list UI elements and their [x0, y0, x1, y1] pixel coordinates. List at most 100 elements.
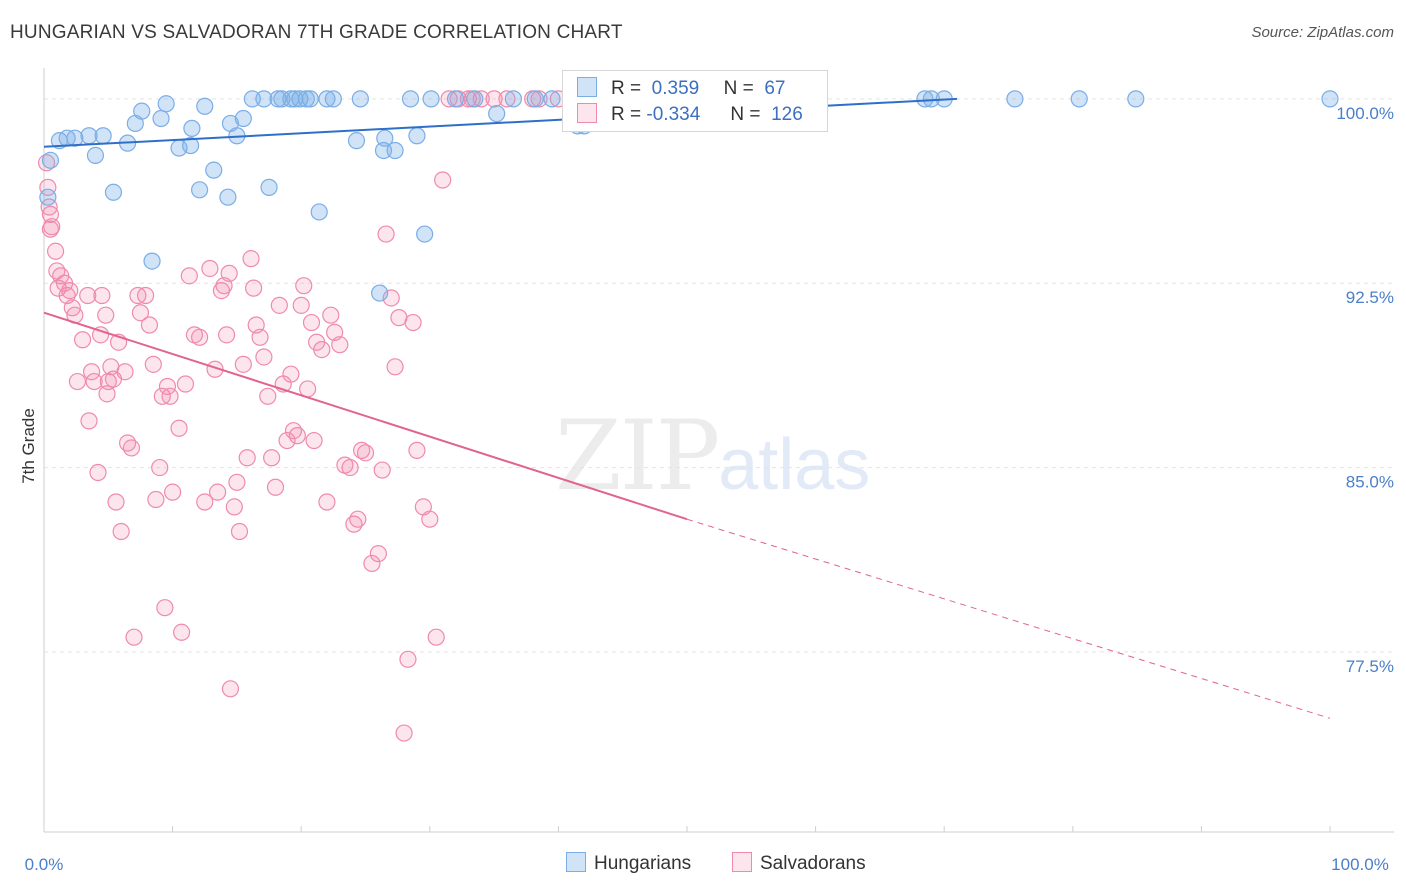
hungarians-point: [351, 90, 369, 108]
salvadorans-point: [363, 554, 381, 573]
salvadorans-point: [459, 90, 477, 108]
salvadorans-point: [79, 286, 97, 305]
hungarians-point: [301, 90, 319, 108]
salvadorans-swatch: [577, 103, 597, 123]
salvadorans-point: [295, 277, 313, 295]
legend-label-salvadorans: Salvadorans: [760, 853, 866, 874]
hungarians-point: [376, 129, 394, 147]
salvadorans-point: [399, 650, 417, 668]
legend-item-hungarians[interactable]: Hungarians: [566, 852, 691, 875]
salvadorans-point: [191, 328, 209, 346]
salvadorans-point: [440, 90, 458, 108]
hungarians-r-value: 0.359: [651, 78, 700, 99]
salvadorans-point: [369, 545, 387, 563]
hungarians-point: [1006, 90, 1024, 108]
hungarians-point: [183, 119, 201, 137]
salvadorans-point: [386, 358, 404, 376]
salvadorans-point: [408, 441, 426, 459]
y-tick-label: 100.0%: [1336, 104, 1394, 123]
salvadorans-point: [209, 483, 227, 501]
hungarians-point: [94, 127, 112, 145]
salvadorans-point: [151, 458, 169, 477]
salvadorans-point: [255, 348, 273, 366]
hungarians-point: [318, 90, 336, 108]
salvadorans-point: [313, 340, 331, 359]
salvadorans-point: [377, 225, 395, 243]
salvadorans-point: [131, 304, 150, 322]
salvadorans-point: [220, 264, 238, 282]
salvadorans-point: [221, 680, 240, 698]
salvadorans-point: [263, 449, 281, 467]
salvadorans-point: [43, 218, 61, 236]
salvadorans-point: [218, 326, 236, 344]
hungarians-point: [422, 90, 440, 108]
hungarians-point: [273, 90, 291, 108]
salvadorans-point: [93, 286, 111, 305]
salvadorans-point: [68, 372, 87, 391]
y-axis-label: 7th Grade: [19, 408, 38, 484]
salvadorans-point: [302, 313, 321, 332]
hungarians-point: [408, 127, 426, 145]
hungarians-point: [401, 90, 420, 108]
legend-item-salvadorans[interactable]: Salvadorans: [732, 852, 866, 875]
hungarians-point: [66, 129, 84, 147]
salvadorans-point: [85, 372, 103, 391]
hungarians-point: [324, 90, 342, 108]
salvadorans-point: [356, 444, 375, 462]
salvadorans-point: [136, 286, 155, 305]
hungarians-point: [310, 203, 328, 221]
salvadorans-point: [242, 250, 260, 268]
hungarians-point: [269, 90, 287, 108]
legend-r-label: R =: [611, 78, 642, 99]
hungarians-point: [386, 141, 404, 160]
salvadorans-point: [107, 493, 125, 511]
salvadorans-point: [98, 385, 116, 403]
hungarians-point: [916, 90, 934, 108]
hungarians-point: [41, 151, 60, 169]
hungarians-point: [205, 161, 223, 179]
y-tick-label: 85.0%: [1346, 473, 1394, 492]
salvadorans-point: [259, 387, 277, 405]
salvadorans-point: [282, 365, 300, 383]
hungarians-point: [526, 90, 544, 108]
tick-labels: 77.5% 85.0% 92.5% 100.0% 0.0% 100.0% 7th Grade: [19, 104, 1394, 874]
salvadorans-point: [196, 493, 214, 511]
x-tick-label: 100.0%: [1331, 855, 1389, 874]
salvadorans-point: [292, 296, 310, 314]
salvadorans-points: [37, 90, 606, 742]
y-tick-label: 92.5%: [1346, 288, 1394, 307]
salvadorans-point: [80, 412, 98, 430]
hungarians-point: [371, 284, 389, 302]
legend-row-salvadorans: R = -0.334 N = 126: [577, 103, 803, 127]
salvadorans-point: [112, 522, 130, 541]
series-legend: Hungarians Salvadorans: [0, 852, 1406, 878]
hungarians-point: [446, 90, 465, 108]
hungarians-point: [104, 183, 123, 201]
hungarians-point: [86, 146, 105, 165]
salvadorans-point: [251, 328, 269, 346]
salvadorans-point: [91, 326, 110, 344]
legend-label-hungarians: Hungarians: [594, 853, 692, 874]
source-label: Source: ZipAtlas.com: [1251, 24, 1394, 41]
salvadorans-point: [305, 431, 323, 450]
salvadorans-point: [485, 90, 503, 108]
hungarians-n-value: 67: [764, 78, 786, 99]
salvadorans-point: [144, 355, 162, 373]
salvadorans-point: [266, 478, 285, 496]
hungarians-point: [416, 225, 434, 243]
salvadorans-point: [322, 306, 340, 324]
y-tick-label: 77.5%: [1346, 657, 1394, 676]
hungarians-point: [1321, 90, 1339, 108]
salvadorans-point: [472, 90, 490, 108]
salvadorans-point: [140, 316, 159, 334]
salvadorans-point: [158, 377, 177, 396]
salvadorans-point: [270, 296, 288, 314]
hungarians-point: [234, 109, 252, 128]
salvadorans-point: [373, 461, 391, 479]
hungarians-point: [297, 90, 315, 108]
salvadorans-point: [212, 282, 231, 300]
hungarians-point: [488, 105, 506, 123]
hungarians-swatch: [577, 77, 597, 97]
salvadorans-point: [349, 510, 367, 528]
